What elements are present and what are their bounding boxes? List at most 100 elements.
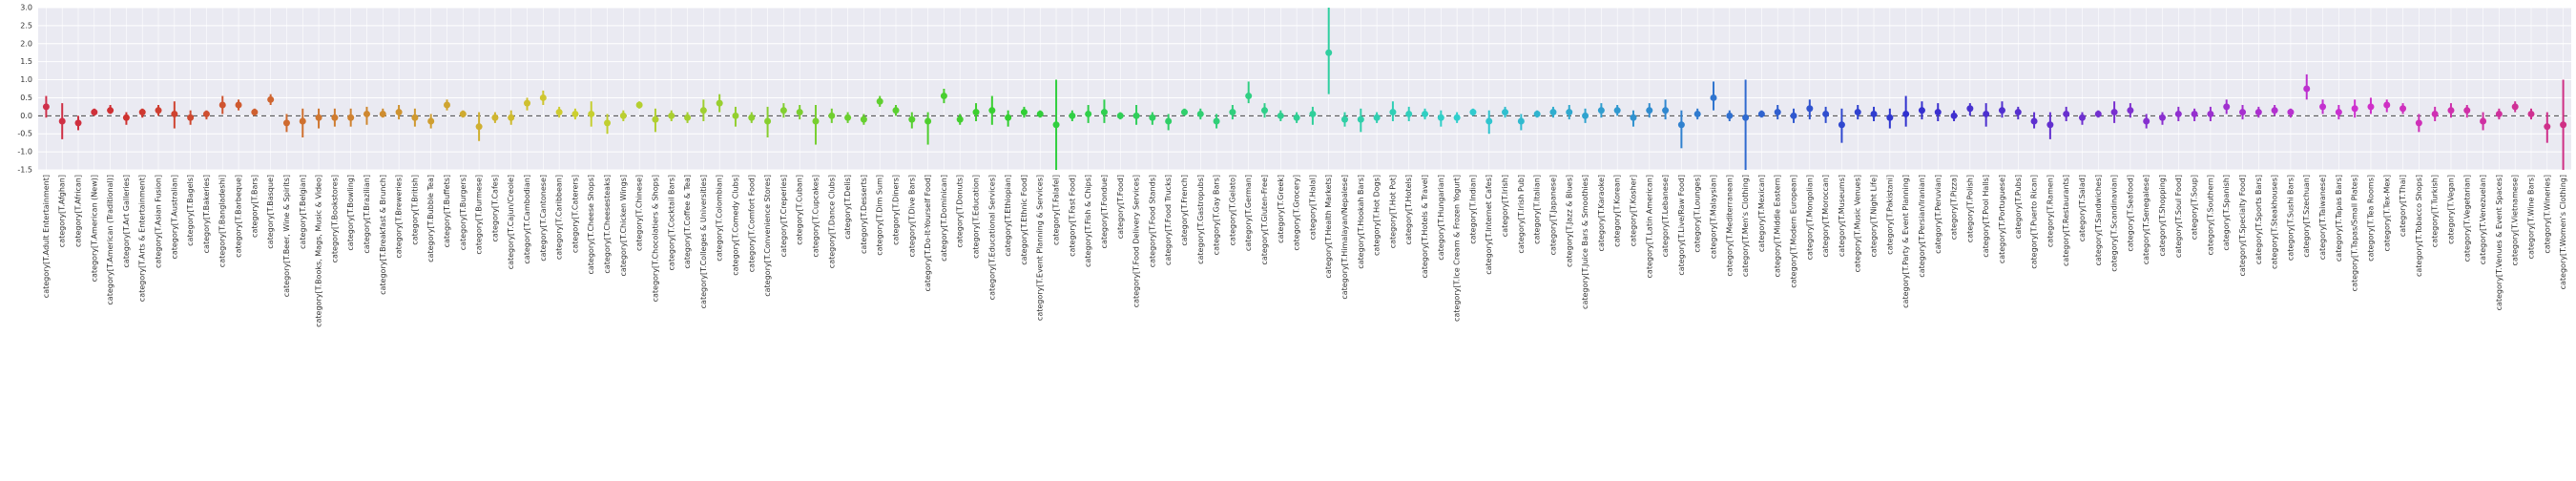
x-tick-label: category[T.Ethnic Food] — [1020, 175, 1028, 265]
x-tick-label: category[T.Hotels & Travel] — [1421, 175, 1429, 279]
point — [860, 115, 867, 123]
point — [1677, 121, 1685, 129]
x-tick-label: category[T.Mediterranean] — [1725, 175, 1734, 277]
x-tick-label: category[T.Ice Cream & Frozen Yogurt] — [1453, 175, 1462, 322]
point — [282, 119, 290, 127]
x-tick-label: category[T.Burmese] — [475, 175, 484, 255]
point — [2367, 103, 2375, 111]
x-tick-label: category[T.Malaysian] — [1709, 175, 1717, 259]
point — [379, 110, 386, 117]
x-tick-label: category[T.Cajun/Creole] — [507, 175, 515, 269]
x-tick-label: category[T.Hot Pot] — [1388, 175, 1397, 248]
point — [1566, 109, 1573, 116]
point — [363, 110, 370, 117]
x-tick-label: category[T.Gluten-Free] — [1260, 175, 1269, 265]
point — [1229, 109, 1236, 116]
point — [122, 114, 130, 121]
point — [1966, 105, 1974, 113]
point — [508, 114, 515, 121]
point — [1517, 117, 1525, 125]
point — [299, 117, 306, 125]
point — [2319, 103, 2327, 111]
x-tick-label: category[T.Men's Clothing] — [1741, 175, 1750, 277]
x-tick-label: category[T.Creperies] — [779, 175, 788, 257]
x-tick-label: category[T.Tapas/Small Plates] — [2351, 175, 2359, 291]
point — [2014, 109, 2022, 116]
x-tick-label: category[T.Dominican] — [940, 175, 948, 261]
x-tick-label: category[T.Belgian] — [299, 175, 307, 249]
x-tick-label: category[T.Beer, Wine & Spirits] — [282, 175, 291, 297]
x-tick-label: category[T.Caribbean] — [555, 175, 564, 260]
x-tick-label: category[T.Tex-Mex] — [2382, 175, 2391, 251]
y-tick-label: 2.5 — [20, 21, 32, 30]
x-tick-label: category[T.Cocktail Bars] — [667, 175, 675, 270]
point — [58, 117, 66, 125]
x-tick-label: category[T.Chicken Wings] — [619, 175, 628, 277]
point — [1069, 112, 1076, 119]
point — [1934, 109, 1942, 116]
x-tick-label: category[T.Middle Eastern] — [1774, 175, 1782, 277]
x-tick-label: category[T.Mongolian] — [1805, 175, 1814, 260]
x-tick-label: category[T.Peruvian] — [1934, 175, 1942, 254]
point — [1116, 112, 1124, 119]
point — [2046, 121, 2054, 129]
point — [1710, 94, 1717, 101]
x-tick-label: category[T.Irish] — [1501, 175, 1509, 237]
point — [1870, 110, 1878, 117]
point — [1630, 114, 1637, 121]
x-tick-label: category[T.Gelato] — [1228, 175, 1236, 245]
point — [555, 109, 563, 116]
x-tick-label: category[T.Night Life] — [1870, 175, 1879, 258]
x-tick-label: category[T.Chinese] — [635, 175, 644, 251]
point — [1165, 117, 1173, 125]
point — [2383, 101, 2391, 109]
x-tick-label: category[T.Turkish] — [2431, 175, 2440, 247]
point — [908, 115, 916, 123]
x-tick-label: category[T.Women's Clothing] — [2559, 175, 2567, 289]
x-tick-label: category[T.Hotels] — [1404, 175, 1413, 244]
x-tick-label: category[T.Arts & Entertainment] — [138, 175, 147, 302]
point — [764, 117, 772, 125]
point — [1983, 110, 1990, 117]
x-tick-label: category[T.Vietnamese] — [2511, 175, 2520, 265]
point — [604, 119, 612, 127]
point — [443, 101, 450, 109]
y-tick-label: 1.5 — [20, 57, 32, 66]
marks — [38, 8, 2571, 170]
point — [2560, 121, 2567, 129]
x-tick-label: category[T.Cafes] — [490, 175, 499, 241]
point — [876, 97, 883, 105]
x-tick-label: category[T.Polish] — [1965, 175, 1974, 242]
x-tick-label: category[T.Lebanese] — [1661, 175, 1670, 257]
point — [1309, 110, 1317, 117]
x-tick-label: category[T.Event Planning & Services] — [1036, 175, 1045, 321]
x-tick-label: category[T.Caterers] — [571, 175, 579, 253]
x-tick-label: category[T.Museums] — [1838, 175, 1846, 257]
point — [1533, 110, 1541, 117]
y-tick-label: -0.5 — [17, 130, 32, 138]
point — [1693, 110, 1701, 117]
point — [1838, 121, 1845, 129]
point — [812, 117, 820, 125]
x-tick-label: category[T.Basque] — [266, 175, 275, 249]
x-tick-label: category[T.Irish Pub] — [1517, 175, 1526, 254]
x-tick-label: category[T.German] — [1244, 175, 1253, 251]
point — [1469, 109, 1477, 116]
point — [635, 101, 643, 109]
point — [796, 109, 803, 116]
x-tick-label: category[T.Cheesesteaks] — [603, 175, 612, 274]
x-tick-label: category[T.Health Markets] — [1324, 175, 1333, 279]
x-tick-label: category[T.Southern] — [2206, 175, 2214, 255]
point — [2207, 110, 2214, 117]
x-tick-label: category[T.Brazilian] — [363, 175, 371, 254]
point — [571, 110, 579, 117]
x-tick-label: category[T.Portuguese] — [1998, 175, 2006, 263]
x-tick-label: category[T.Mexican] — [1757, 175, 1766, 252]
x-tick-label: category[T.Salad] — [2078, 175, 2087, 241]
point — [684, 114, 692, 121]
x-tick-label: category[T.Comfort Food] — [747, 175, 756, 272]
point — [2544, 123, 2551, 131]
y-tick-label: 0.0 — [20, 112, 32, 120]
point — [251, 109, 259, 116]
